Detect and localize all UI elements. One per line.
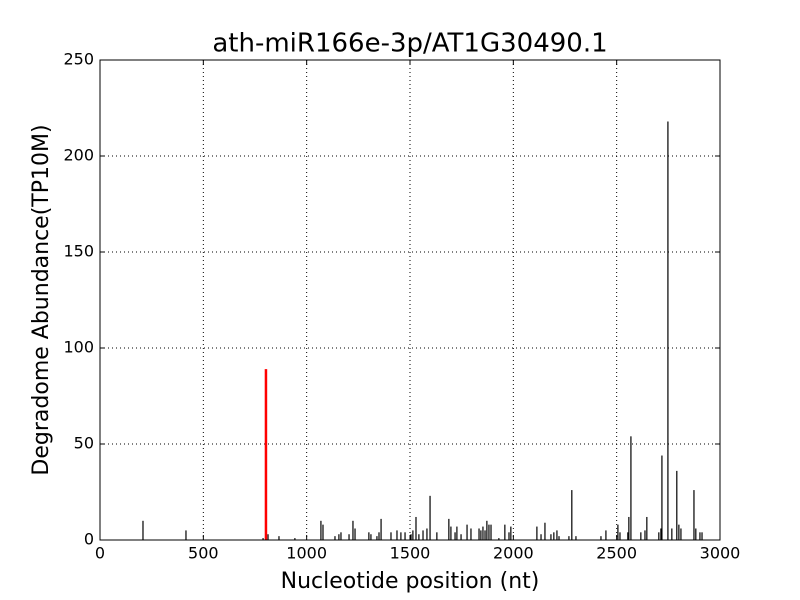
- y-axis-label: Degradome Abundance(TP10M): [29, 124, 54, 475]
- x-tick-label: 3000: [700, 544, 741, 563]
- x-tick-label: 0: [95, 544, 105, 563]
- chart-title: ath-miR166e-3p/AT1G30490.1: [212, 29, 607, 59]
- x-tick-label: 2500: [596, 544, 637, 563]
- x-tick-label: 2000: [493, 544, 534, 563]
- y-tick-label: 50: [74, 434, 94, 453]
- x-axis-label: Nucleotide position (nt): [281, 569, 540, 594]
- y-tick-label: 100: [63, 338, 94, 357]
- y-tick-label: 250: [63, 50, 94, 69]
- y-tick-label: 0: [84, 530, 94, 549]
- y-tick-label: 200: [63, 146, 94, 165]
- x-tick-label: 1000: [286, 544, 327, 563]
- plot-frame: [99, 59, 721, 541]
- y-tick-label: 150: [63, 242, 94, 261]
- x-tick-label: 500: [188, 544, 219, 563]
- x-tick-label: 1500: [390, 544, 431, 563]
